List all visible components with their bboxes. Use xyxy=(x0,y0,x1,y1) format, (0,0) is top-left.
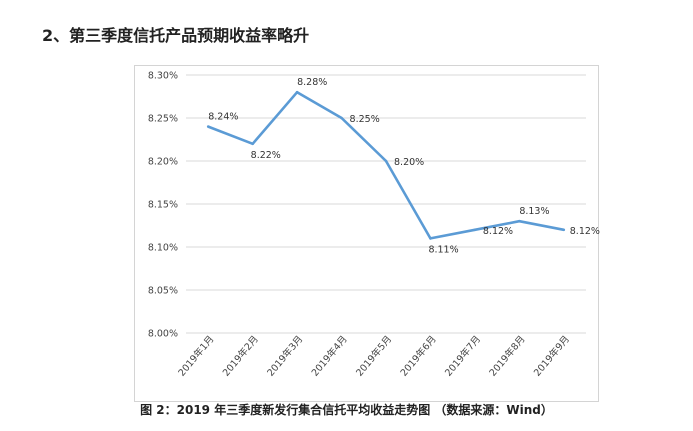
y-tick-label: 8.20% xyxy=(148,157,178,168)
y-tick-label: 8.05% xyxy=(148,286,178,297)
data-point xyxy=(473,228,477,232)
data-point xyxy=(429,237,432,240)
y-tick-label: 8.30% xyxy=(148,71,178,82)
x-tick-label: 2019年2月 xyxy=(220,333,261,378)
data-point xyxy=(518,219,521,223)
series-line xyxy=(207,90,565,240)
x-tick-label: 2019年6月 xyxy=(398,333,439,378)
x-tick-label: 2019年4月 xyxy=(309,333,350,378)
x-tick-label: 2019年5月 xyxy=(353,333,394,378)
data-point xyxy=(295,90,299,94)
chart-frame xyxy=(134,65,599,402)
data-label: 8.28% xyxy=(297,77,327,88)
data-label: 8.22% xyxy=(251,150,281,161)
data-label: 8.12% xyxy=(483,226,513,237)
data-point xyxy=(384,159,388,163)
y-tick-label: 8.25% xyxy=(148,114,178,125)
data-point xyxy=(562,228,566,232)
data-label: 8.24% xyxy=(208,112,238,123)
x-tick-label: 2019年9月 xyxy=(531,333,572,378)
section-heading: 2、第三季度信托产品预期收益率略升 xyxy=(42,26,310,45)
x-tick-label: 2019年8月 xyxy=(487,333,528,378)
data-label: 8.13% xyxy=(519,206,549,217)
x-tick-label: 2019年1月 xyxy=(176,333,217,378)
y-tick-label: 8.00% xyxy=(148,329,178,340)
data-label: 8.12% xyxy=(570,226,600,237)
x-tick-label: 2019年3月 xyxy=(265,333,306,378)
data-label: 8.25% xyxy=(350,114,380,125)
data-label: 8.11% xyxy=(428,244,458,255)
data-point xyxy=(251,142,254,146)
figure-caption: 图 2：2019 年三季度新发行集合信托平均收益走势图 （数据来源：Wind） xyxy=(140,403,553,417)
data-point xyxy=(340,116,343,120)
x-tick-label: 2019年7月 xyxy=(442,333,483,378)
data-label: 8.20% xyxy=(394,157,424,168)
y-tick-label: 8.15% xyxy=(148,200,178,211)
data-point xyxy=(206,125,210,128)
y-tick-label: 8.10% xyxy=(148,243,178,254)
